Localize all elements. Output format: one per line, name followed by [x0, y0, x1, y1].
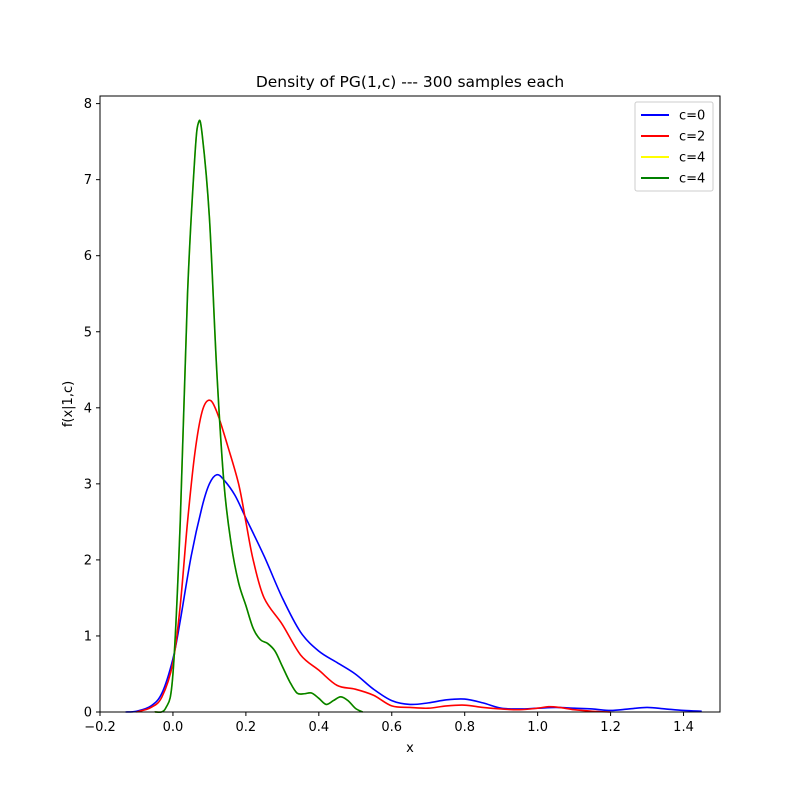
y-tick-label: 8 [84, 97, 92, 112]
plot-frame [99, 95, 721, 713]
legend-label: c=4 [679, 172, 705, 187]
y-tick-label: 4 [84, 401, 92, 416]
y-axis-label: f(x|1,c) [61, 381, 76, 427]
series-line-1 [136, 399, 611, 713]
x-axis-label: x [406, 741, 414, 756]
x-tick-label: 0.4 [308, 720, 329, 735]
x-tick-label: 0.0 [163, 720, 184, 735]
legend-box [634, 101, 714, 192]
legend-entries: c=0 c=2 c=4 c=4 [641, 109, 705, 187]
legend: c=0 c=2 c=4 c=4 [634, 101, 714, 192]
series-line-2 [154, 119, 363, 714]
x-tick-label: 0.8 [454, 720, 475, 735]
x-tick-label: −0.2 [84, 720, 116, 735]
y-tick-label: 0 [84, 706, 92, 721]
y-tick-label: 5 [84, 325, 92, 340]
plot-lines [125, 119, 702, 714]
series-line-0 [125, 473, 702, 713]
x-tick-label: 1.2 [600, 720, 621, 735]
y-tick-label: 3 [84, 477, 92, 492]
x-tick-label: 1.0 [527, 720, 548, 735]
legend-label: c=2 [679, 130, 705, 145]
y-tick-label: 2 [84, 553, 92, 568]
series-line-3 [154, 119, 363, 714]
chart-title: Density of PG(1,c) --- 300 samples each [256, 73, 564, 91]
x-tick-label: 0.2 [236, 720, 257, 735]
y-tick-label: 1 [84, 629, 92, 644]
x-tick-label: 0.6 [381, 720, 402, 735]
legend-label: c=0 [679, 109, 705, 124]
legend-label: c=4 [679, 151, 705, 166]
y-tick-label: 6 [84, 249, 92, 264]
y-axis: 0 1 2 3 4 5 6 7 8 [84, 97, 100, 721]
y-tick-label: 7 [84, 173, 92, 188]
x-axis: −0.2 0.0 0.2 0.4 0.6 0.8 1.0 1.2 1.4 [84, 712, 694, 735]
x-tick-label: 1.4 [673, 720, 694, 735]
